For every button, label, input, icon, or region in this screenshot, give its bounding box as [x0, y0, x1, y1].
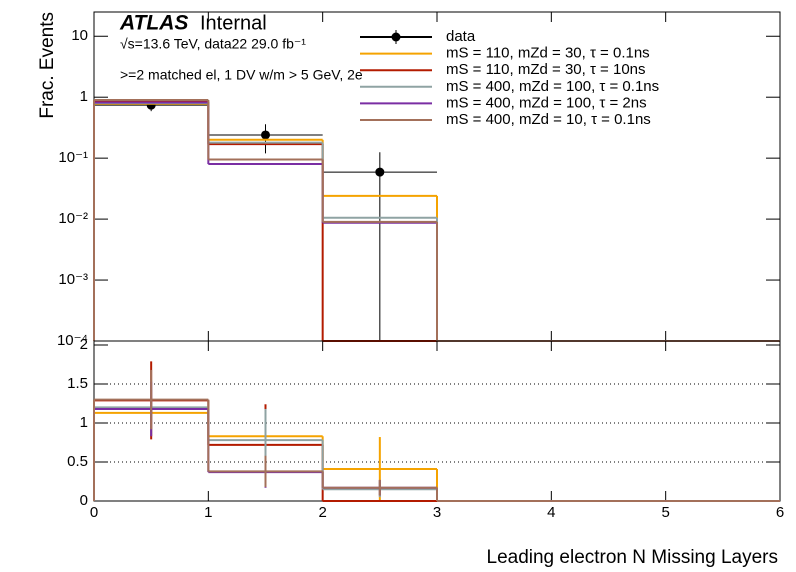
y-tick-label: 1.5	[67, 375, 88, 392]
x-tick-label: 3	[433, 504, 441, 521]
legend-label: data	[446, 28, 476, 45]
y-tick-label: 1	[80, 88, 88, 105]
legend-label: mS = 110, mZd = 30, τ = 10ns	[446, 61, 646, 78]
legend-swatch	[391, 32, 401, 42]
y-tick-label: 10	[71, 27, 88, 44]
y-tick-label: 10⁻²	[58, 210, 88, 227]
x-tick-label: 4	[547, 504, 555, 521]
annotation: √s=13.6 TeV, data22 29.0 fb⁻¹	[120, 36, 306, 52]
x-tick-label: 0	[90, 504, 98, 521]
legend-label: mS = 400, mZd = 10, τ = 0.1ns	[446, 111, 651, 128]
legend-label: mS = 400, mZd = 100, τ = 2ns	[446, 94, 647, 111]
x-tick-label: 1	[204, 504, 212, 521]
y-tick-label: 0.5	[67, 453, 88, 470]
legend-label: mS = 400, mZd = 100, τ = 0.1ns	[446, 78, 659, 95]
y-axis-label: Frac. Events	[37, 12, 58, 119]
x-tick-label: 6	[776, 504, 784, 521]
data-point	[375, 167, 385, 177]
legend-label: mS = 110, mZd = 30, τ = 0.1ns	[446, 45, 650, 62]
data-point	[261, 130, 270, 140]
y-tick-label: 0	[80, 492, 88, 509]
x-axis-label: Leading electron N Missing Layers	[487, 547, 779, 568]
y-tick-label: 2	[80, 336, 88, 353]
y-tick-label: 1	[80, 414, 88, 431]
x-tick-label: 5	[661, 504, 669, 521]
y-tick-label: 10⁻³	[58, 271, 88, 288]
status-label: Internal	[200, 12, 267, 34]
y-tick-label: 10⁻⁴	[57, 332, 88, 349]
annotation: >=2 matched el, 1 DV w/m > 5 GeV, 2e	[120, 67, 363, 83]
experiment-label: ATLAS	[119, 12, 188, 35]
x-tick-label: 2	[318, 504, 326, 521]
y-tick-label: 10⁻¹	[58, 149, 88, 166]
